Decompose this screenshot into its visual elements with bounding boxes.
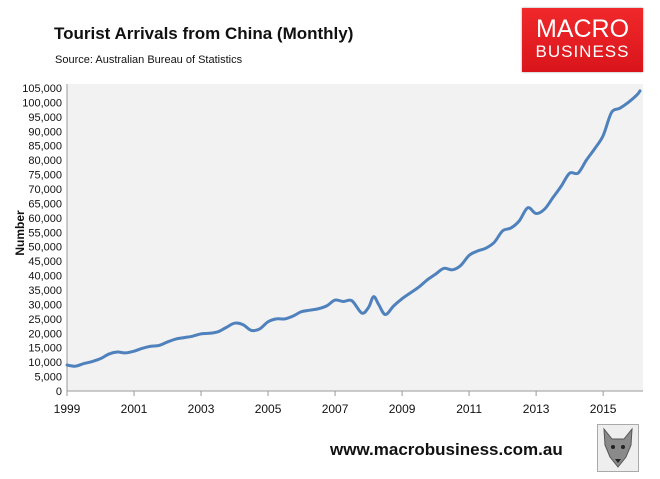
- series-line: [65, 89, 642, 368]
- y-tick-label: 90,000: [28, 126, 62, 138]
- y-tick-label: 50,000: [28, 242, 62, 254]
- plot-background: [67, 84, 643, 391]
- y-tick-label: 60,000: [28, 213, 62, 225]
- y-tick-label: 20,000: [28, 328, 62, 340]
- y-tick-label: 80,000: [28, 155, 62, 167]
- x-tick-label: 2009: [389, 402, 416, 416]
- y-tick-label: 55,000: [28, 227, 62, 239]
- y-tick-label: 25,000: [28, 314, 62, 326]
- y-tick-label: 85,000: [28, 141, 62, 153]
- y-tick-label: 40,000: [28, 271, 62, 283]
- y-tick-label: 65,000: [28, 198, 62, 210]
- x-tick-label: 2003: [188, 402, 215, 416]
- y-tick-label: 105,000: [22, 83, 62, 95]
- line-chart: 0 5,000 10,000 15,000 20,000 25,000 30,000 35,0…: [22, 83, 643, 416]
- y-tick-label: 100,000: [22, 97, 62, 109]
- y-tick-label: 0: [56, 386, 62, 398]
- y-tick-label: 5,000: [34, 372, 62, 384]
- macrobusiness-logo: MACRO BUSINESS: [522, 8, 643, 72]
- y-tick-label: 70,000: [28, 184, 62, 196]
- x-tick-label: 2007: [322, 402, 349, 416]
- y-tick-label: 75,000: [28, 170, 62, 182]
- x-tick-label: 2013: [523, 402, 550, 416]
- x-tick-label: 2015: [590, 402, 617, 416]
- wolf-icon: [597, 424, 639, 472]
- y-tick-label: 45,000: [28, 256, 62, 268]
- logo-line1: MACRO: [535, 15, 630, 43]
- chart-title: Tourist Arrivals from China (Monthly): [54, 24, 354, 43]
- x-tick-label: 2001: [121, 402, 148, 416]
- x-tick-label: 1999: [54, 402, 81, 416]
- x-tick-label: 2005: [255, 402, 282, 416]
- y-tick-label: 35,000: [28, 285, 62, 297]
- logo-line2: BUSINESS: [535, 42, 630, 61]
- y-tick-label: 10,000: [28, 357, 62, 369]
- y-tick-label: 15,000: [28, 343, 62, 355]
- y-tick-label: 30,000: [28, 299, 62, 311]
- y-axis-label: Number: [13, 210, 27, 256]
- chart-subtitle: Source: Australian Bureau of Statistics: [55, 54, 243, 66]
- x-tick-label: 2011: [456, 402, 482, 416]
- y-tick-label: 95,000: [28, 112, 62, 124]
- footer-url: www.macrobusiness.com.au: [330, 440, 563, 459]
